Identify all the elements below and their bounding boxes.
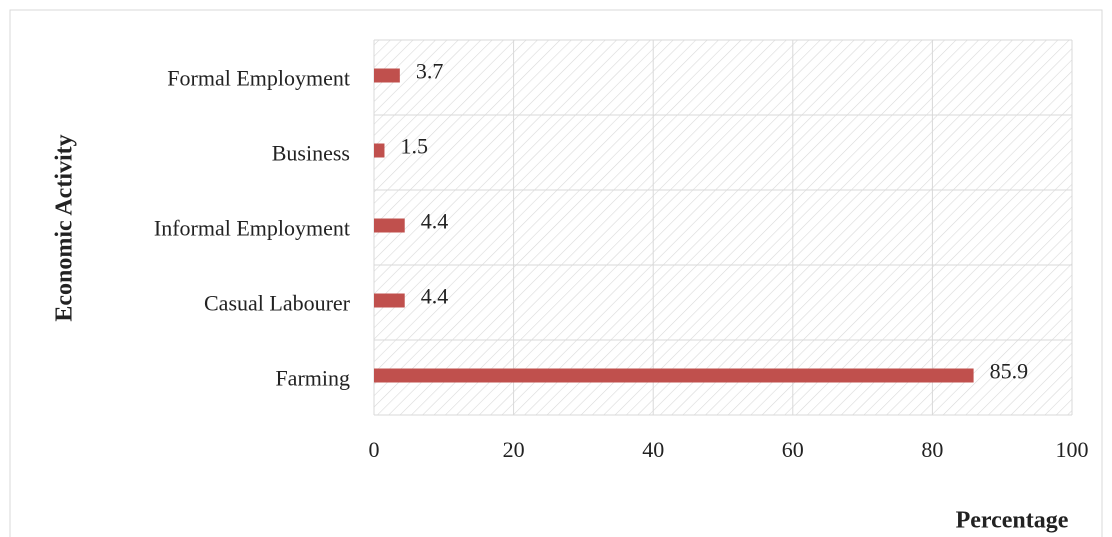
value-label: 85.9 [990, 359, 1029, 384]
chart-border [9, 9, 1103, 537]
x-axis-title: Percentage [956, 508, 1069, 534]
x-tick-label: 20 [503, 437, 525, 462]
value-label: 3.7 [416, 59, 444, 84]
y-tick-label: Formal Employment [167, 66, 350, 91]
bar [374, 293, 405, 308]
x-tick-label: 100 [1056, 437, 1089, 462]
value-label: 1.5 [400, 134, 428, 159]
y-tick-label: Farming [275, 366, 350, 391]
bar [374, 143, 385, 158]
y-axis-title: Economic Activity [52, 134, 78, 321]
x-tick-label: 0 [369, 437, 380, 462]
bar [374, 368, 974, 383]
value-label: 4.4 [421, 284, 449, 309]
y-tick-label: Casual Labourer [204, 291, 351, 316]
y-tick-label: Informal Employment [154, 216, 350, 241]
y-tick-label: Business [272, 141, 350, 166]
x-tick-label: 60 [782, 437, 804, 462]
plot-background [374, 40, 1072, 415]
x-tick-label: 80 [921, 437, 943, 462]
x-tick-label: 40 [642, 437, 664, 462]
value-label: 4.4 [421, 209, 449, 234]
bar [374, 218, 405, 233]
bar [374, 68, 400, 83]
